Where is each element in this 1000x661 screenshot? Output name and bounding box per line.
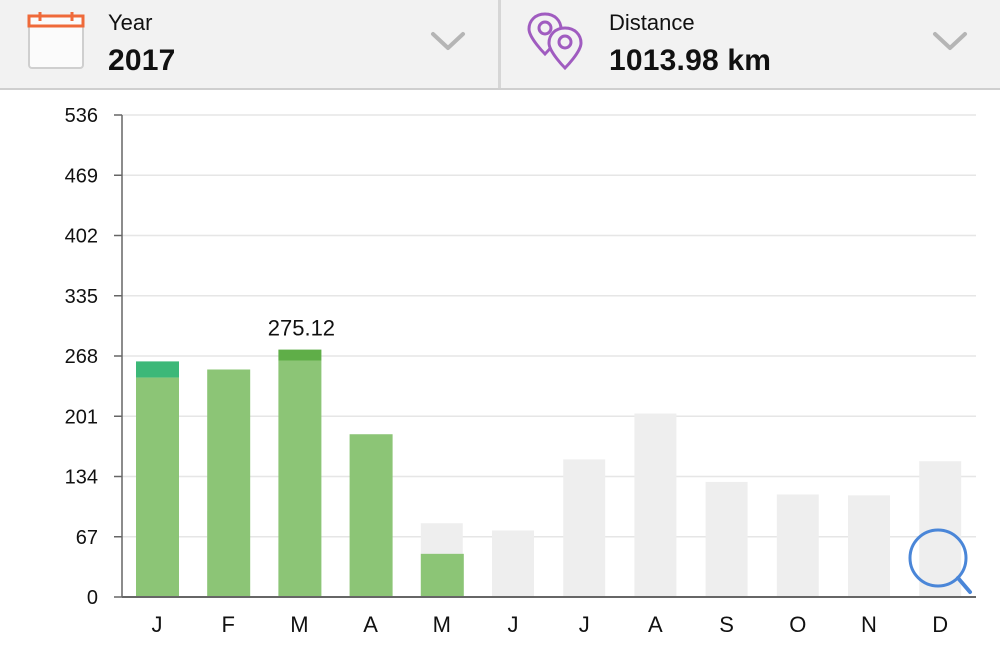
bar (420, 553, 464, 597)
y-tick-label: 201 (65, 406, 98, 428)
background-bar (634, 413, 677, 597)
x-tick-label: A (648, 612, 663, 637)
y-tick-label: 0 (87, 587, 98, 609)
year-label: Year (108, 10, 153, 35)
distance-selector[interactable]: Distance 1013.98 km (501, 0, 1000, 88)
x-tick-label: J (508, 612, 519, 637)
x-tick-label: M (290, 612, 308, 637)
header-bar: Year 2017 Distance 1013.98 km (0, 0, 1000, 90)
x-tick-label: O (789, 612, 806, 637)
bar-cap (136, 361, 179, 378)
background-bar (492, 530, 534, 597)
axes (114, 114, 976, 598)
labels: 0 67 134 201 268 335 402 469 536 J F M A M J J A S O N D 275.… (65, 105, 949, 637)
y-tick-label: 67 (76, 527, 98, 549)
zoom-button[interactable] (908, 528, 972, 594)
chevron-down-icon[interactable] (932, 30, 968, 52)
x-tick-label: J (152, 612, 163, 637)
x-tick-label: A (363, 612, 378, 637)
bars (136, 349, 962, 597)
year-selector[interactable]: Year 2017 (0, 0, 498, 88)
grid-lines (122, 114, 976, 538)
bar (136, 377, 179, 597)
monthly-distance-chart: 0 67 134 201 268 335 402 469 536 J F M A M J J A S O N D 275.… (65, 105, 976, 637)
background-bar (848, 495, 890, 597)
header-divider (498, 0, 501, 88)
x-tick-label: N (861, 612, 877, 637)
y-tick-label: 268 (65, 346, 98, 368)
x-tick-label: D (932, 612, 948, 637)
y-tick-label: 134 (65, 467, 98, 489)
background-bar (705, 481, 748, 597)
x-tick-label: F (221, 612, 234, 637)
bar-cap (278, 349, 322, 361)
y-tick-label: 335 (65, 286, 98, 308)
distance-value: 1013.98 km (609, 44, 772, 77)
calendar-icon (27, 12, 85, 69)
bar (349, 434, 393, 597)
distance-label: Distance (609, 10, 695, 35)
chevron-down-icon[interactable] (430, 30, 466, 52)
bar (207, 369, 251, 597)
background-bar (776, 494, 819, 597)
x-tick-label: S (719, 612, 734, 637)
bar-value-label: 275.12 (268, 316, 335, 341)
x-tick-label: J (579, 612, 590, 637)
location-pins-icon (527, 12, 583, 71)
x-tick-label: M (433, 612, 451, 637)
year-value: 2017 (108, 44, 176, 77)
magnifier-icon (956, 576, 972, 594)
background-bar (563, 459, 606, 597)
y-tick-label: 402 (65, 226, 98, 248)
y-tick-label: 536 (65, 105, 98, 127)
bar (278, 360, 322, 597)
y-tick-label: 469 (65, 165, 98, 187)
